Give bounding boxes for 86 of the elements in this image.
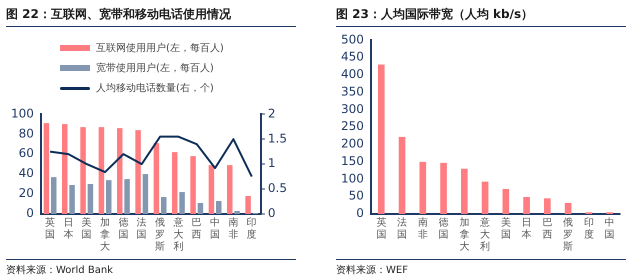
y2-tick-label: 1 xyxy=(268,156,276,170)
bar xyxy=(198,203,204,214)
x-tick-label: 德国 xyxy=(438,218,449,241)
bar xyxy=(460,168,468,214)
y-tick-label: 20 xyxy=(18,186,34,200)
x-tick-label: 加拿大 xyxy=(459,216,470,253)
y-tick-label: 0 xyxy=(356,206,364,220)
y-tick-label: 40 xyxy=(18,166,34,180)
bar xyxy=(227,165,232,214)
bar xyxy=(80,127,86,214)
y-tick-label: 450 xyxy=(341,50,364,64)
x-tick-label: 中国 xyxy=(210,216,220,241)
bar xyxy=(62,124,68,214)
bar xyxy=(44,123,50,214)
legend-label: 互联网使用用户(左，每百人) xyxy=(96,42,224,55)
bar xyxy=(69,185,75,214)
x-tick-label: 南非 xyxy=(418,216,428,241)
x-tick-label: 中国 xyxy=(604,216,615,241)
y-tick-label: 80 xyxy=(18,126,34,140)
y-tick-label: 100 xyxy=(11,106,34,120)
x-tick-label: 加拿大 xyxy=(100,216,110,253)
bar xyxy=(106,180,112,214)
x-tick-label: 法国 xyxy=(136,216,147,241)
bar xyxy=(135,130,141,214)
y-tick-label: 100 xyxy=(341,171,364,186)
chart-title: 图 22：互联网、宽带和移动电话使用情况 xyxy=(6,6,296,27)
text: 资料来源：World Bank xyxy=(6,259,296,277)
bar xyxy=(179,192,185,214)
y2-tick-label: 0.5 xyxy=(268,181,288,196)
x-tick-label: 印度 xyxy=(584,216,594,241)
bar xyxy=(378,64,385,214)
bar xyxy=(172,152,178,214)
x-tick-label: 意大利 xyxy=(172,216,184,253)
legend-label: 宽带使用用户(左，每百人) xyxy=(96,62,214,75)
y2-tick-label: 1.5 xyxy=(268,131,288,146)
bar xyxy=(98,127,104,214)
x-tick-label: 巴西 xyxy=(542,218,552,241)
x-tick-label: 印度 xyxy=(246,216,257,241)
bar xyxy=(208,165,214,214)
x-tick-label: 俄罗斯 xyxy=(155,216,166,253)
y-tick-label: 400 xyxy=(341,67,364,82)
bar xyxy=(398,136,406,214)
bar xyxy=(544,198,551,214)
y-tick-label: 0 xyxy=(26,206,34,220)
bar xyxy=(116,128,122,214)
bar xyxy=(190,156,196,214)
bar xyxy=(523,196,530,214)
y-tick-label: 50 xyxy=(348,188,364,203)
bar xyxy=(502,188,510,214)
bar xyxy=(440,162,447,214)
bar xyxy=(482,182,488,214)
bar xyxy=(124,179,130,214)
x-tick-label: 德国 xyxy=(118,218,128,241)
x-tick-label: 英国 xyxy=(45,216,56,241)
bar xyxy=(216,201,222,214)
chart-title: 图 23：人均国际带宽（人均 kb/s） xyxy=(336,6,626,27)
y2-tick-label: 0 xyxy=(268,206,276,220)
legend-label: 人均移动电话数量(右，个) xyxy=(96,82,214,95)
x-tick-label: 日本 xyxy=(522,218,532,241)
bar xyxy=(245,196,251,214)
y-tick-label: 200 xyxy=(341,136,364,151)
y-tick-label: 60 xyxy=(18,146,34,160)
y-tick-label: 250 xyxy=(341,119,364,134)
y-tick-label: 500 xyxy=(341,32,364,46)
x-tick-label: 南非 xyxy=(228,216,238,241)
bar xyxy=(154,143,160,214)
bar xyxy=(142,174,148,214)
x-tick-label: 法国 xyxy=(397,216,408,241)
x-tick-label: 巴西 xyxy=(192,218,202,241)
x-tick-label: 日本 xyxy=(63,218,74,241)
x-tick-label: 美国 xyxy=(82,216,92,241)
y-tick-label: 300 xyxy=(341,102,364,116)
x-tick-label: 美国 xyxy=(500,216,511,241)
x-tick-label: 意大利 xyxy=(479,216,490,253)
bar xyxy=(88,184,94,214)
text: 资料来源：WEF xyxy=(336,259,626,277)
y-tick-label: 350 xyxy=(341,84,364,98)
bar xyxy=(564,202,572,214)
bar xyxy=(419,162,426,214)
bar xyxy=(234,211,240,214)
y2-tick-label: 2 xyxy=(268,106,276,120)
x-tick-label: 英国 xyxy=(376,216,386,241)
bar xyxy=(50,177,56,214)
x-tick-label: 俄罗斯 xyxy=(563,216,574,253)
bar xyxy=(160,197,166,214)
y-tick-label: 150 xyxy=(341,154,364,168)
